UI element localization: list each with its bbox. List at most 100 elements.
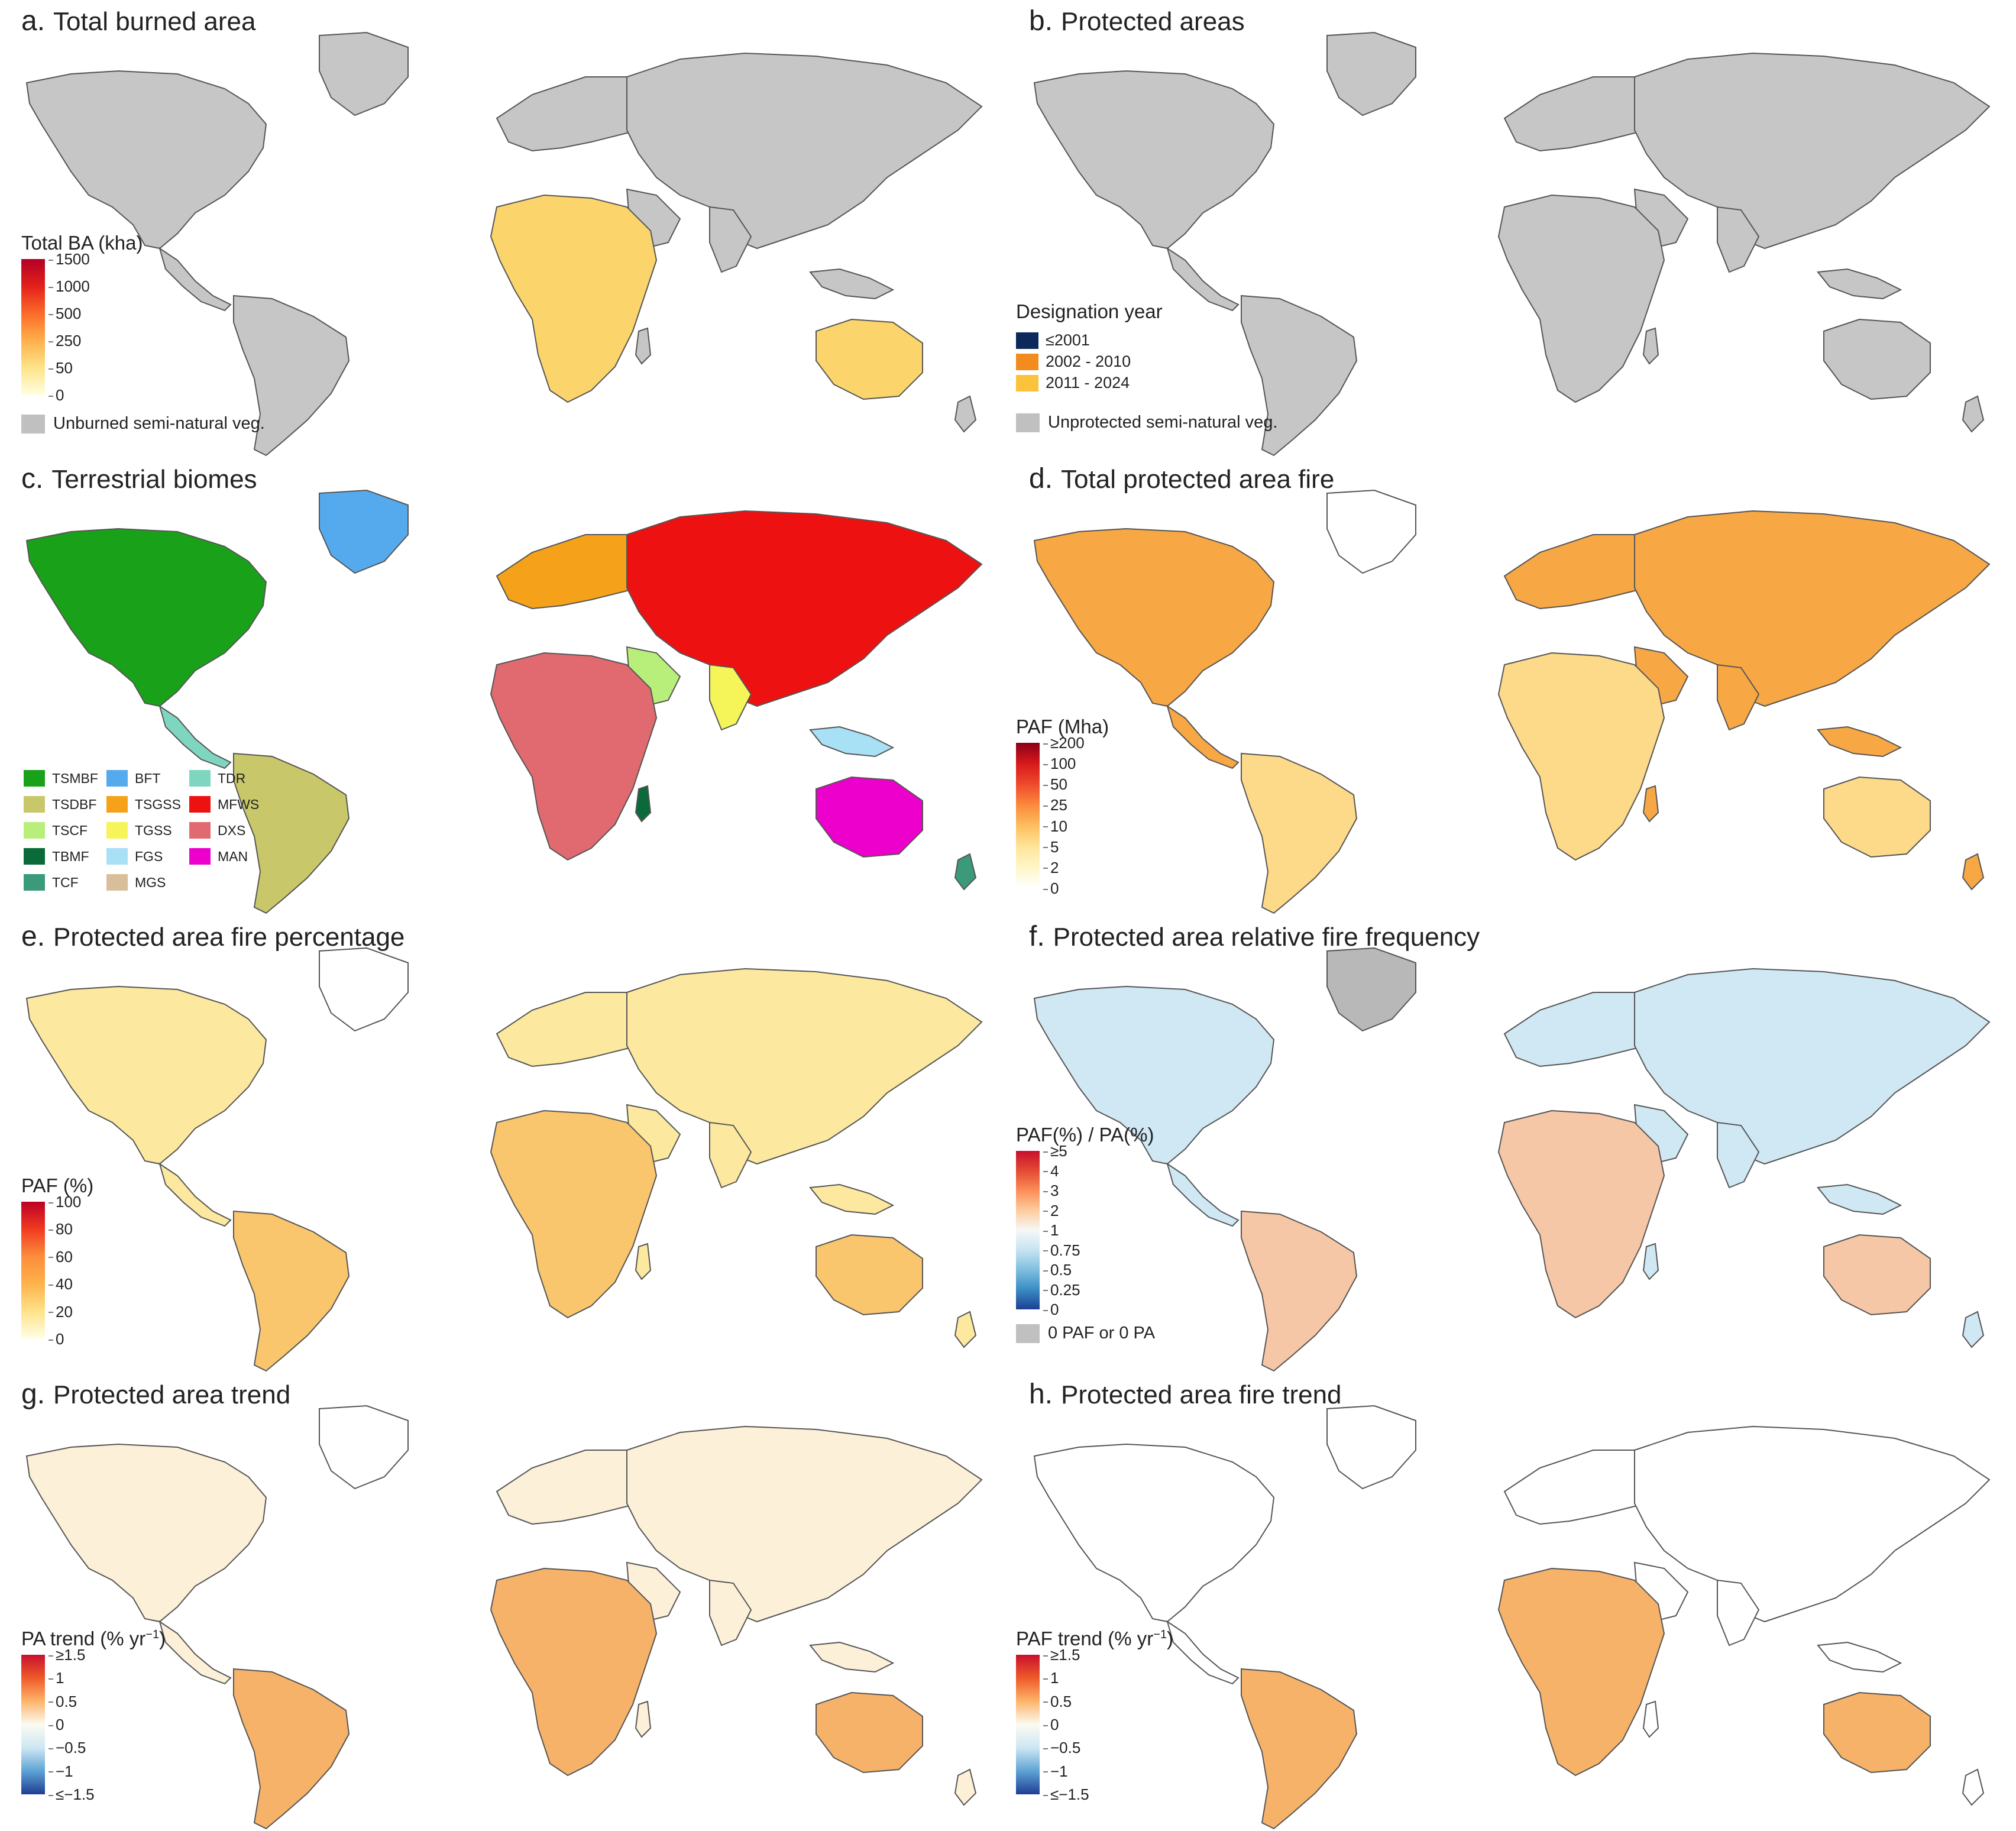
land-asia — [626, 510, 983, 707]
land-asia — [626, 52, 983, 250]
legend-tick-label: 60 — [48, 1247, 73, 1266]
legend-swatch — [106, 848, 128, 865]
world-map — [25, 1405, 983, 1830]
legend-tick-label: 0.5 — [1043, 1692, 1072, 1710]
land-greenland — [1326, 947, 1416, 1032]
legend-swatch — [21, 414, 45, 434]
legend-swatch — [24, 874, 45, 891]
panel-relative-fire-frequency: f. Protected area relative fire frequency… — [1008, 916, 2015, 1373]
legend-tick-label: 20 — [48, 1302, 73, 1321]
panel-title-text: Terrestrial biomes — [51, 465, 257, 494]
legend-biome-man: MAN — [189, 848, 248, 865]
land-madagascar — [1642, 327, 1659, 365]
legend-biome-label: DXS — [218, 822, 246, 838]
legend-tick-label: 0.25 — [1043, 1280, 1080, 1299]
legend-biome-label: TSMBF — [52, 770, 98, 786]
legend-tick-label: 1 — [48, 1669, 64, 1687]
land-greenland — [319, 947, 409, 1032]
land-south-america — [1241, 1668, 1358, 1830]
land-asia — [1634, 510, 1991, 707]
world-map — [1033, 31, 1991, 457]
legend-swatch — [106, 796, 128, 813]
land-north-america — [25, 985, 267, 1165]
land-central-america — [158, 247, 232, 312]
legend-biome-label: TSDBF — [52, 796, 97, 812]
legend-swatch — [1016, 332, 1038, 349]
land-australia — [1823, 318, 1931, 400]
panel-title: h. Protected area fire trend — [1029, 1378, 1342, 1411]
legend-tick-label: 100 — [48, 1193, 82, 1211]
land-central-america — [158, 1620, 232, 1685]
legend-biome-label: BFT — [135, 770, 161, 786]
legend-tick-label: 25 — [1043, 796, 1067, 814]
color-scale-bar — [1016, 1655, 1040, 1794]
land-north-america — [1033, 528, 1275, 707]
land-south-america — [1241, 752, 1358, 914]
legend-swatch — [1016, 1324, 1040, 1343]
legend-tick-label: 0.5 — [1043, 1261, 1072, 1279]
panel-letter: f. — [1029, 921, 1045, 952]
legend-biome-label: TBMF — [52, 848, 89, 864]
panel-total-protected-area-fire: d. Total protected area fire PAF (Mha) ≥20… — [1008, 458, 2015, 916]
legend-tick-label: 1 — [1043, 1669, 1059, 1687]
land-india — [709, 1579, 752, 1646]
land-central-america — [1166, 1162, 1240, 1227]
world-map — [1033, 947, 1991, 1372]
color-scale-bar — [1016, 1151, 1040, 1309]
land-australia — [1823, 1234, 1931, 1316]
legend-tick-label: 1500 — [48, 250, 90, 268]
land-india — [1717, 206, 1760, 273]
legend-swatch — [24, 770, 45, 787]
panel-protected-areas: b. Protected areas Designation year ≤2001 2… — [1008, 0, 2015, 458]
panel-title-text: Protected area trend — [53, 1380, 291, 1409]
legend-biome-tsdbf: TSDBF — [24, 796, 96, 813]
legend-tick-label: ≥1.5 — [1043, 1646, 1080, 1664]
color-scale-bar — [21, 1655, 45, 1794]
land-africa — [490, 194, 658, 403]
legend-title-superscript: −1 — [145, 1628, 160, 1641]
legend-extra-note: 0 PAF or 0 PA — [1016, 1324, 1155, 1343]
legend-category: ≤2001 — [1016, 331, 1090, 350]
legend-tick-label: 1 — [1043, 1221, 1059, 1239]
legend-tick-label: 2 — [1043, 1201, 1059, 1219]
panel-title: f. Protected area relative fire frequency — [1029, 920, 1480, 953]
legend-title: Total BA (kha) — [21, 232, 143, 254]
panel-protected-area-fire-percentage: e. Protected area fire percentage PAF (%)… — [0, 916, 1008, 1373]
panel-letter: b. — [1029, 5, 1053, 37]
land-se-asia-islands — [1817, 726, 1902, 758]
land-madagascar — [635, 327, 652, 365]
legend-biome-bft: BFT — [106, 770, 160, 787]
legend-tick-label: 500 — [48, 305, 82, 322]
land-south-america — [1241, 295, 1358, 457]
legend-tick-label: 50 — [48, 359, 73, 377]
world-map — [25, 31, 983, 457]
legend: PAF (%) 100 80 60 40 20 0 — [21, 1175, 93, 1348]
legend-category-label: 2002 - 2010 — [1046, 352, 1131, 370]
legend-biome-label: FGS — [135, 848, 163, 864]
panel-title: e. Protected area fire percentage — [21, 920, 405, 953]
legend-tick-label: −1 — [1043, 1762, 1068, 1780]
land-australia — [816, 318, 923, 400]
land-greenland — [319, 1405, 409, 1490]
land-central-america — [158, 704, 232, 769]
legend: Designation year — [1016, 300, 1163, 323]
world-map — [1033, 1405, 1991, 1830]
legend-biome-mgs: MGS — [106, 874, 166, 891]
land-central-america — [1166, 704, 1240, 769]
legend-tick-label: 0 — [48, 1716, 64, 1733]
land-se-asia-islands — [809, 1641, 895, 1673]
legend-swatch — [106, 822, 128, 839]
panel-title: g. Protected area trend — [21, 1378, 290, 1411]
panel-letter: c. — [21, 463, 44, 494]
legend-swatch — [189, 822, 211, 839]
land-north-america — [25, 528, 267, 707]
land-africa — [490, 652, 658, 861]
legend-tick-label: 40 — [48, 1275, 73, 1293]
legend-biome-mfws: MFWS — [189, 796, 259, 813]
land-new-zealand — [1962, 1768, 1985, 1806]
land-asia — [626, 968, 983, 1165]
panel-title: d. Total protected area fire — [1029, 462, 1334, 495]
land-se-asia-islands — [1817, 268, 1902, 300]
land-greenland — [1326, 31, 1416, 117]
panel-title: c. Terrestrial biomes — [21, 462, 257, 495]
